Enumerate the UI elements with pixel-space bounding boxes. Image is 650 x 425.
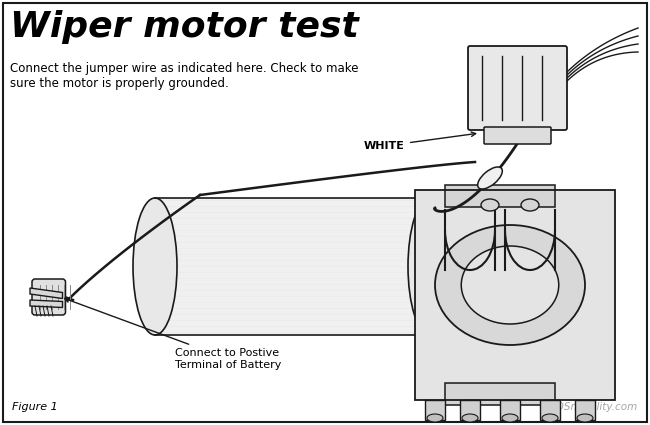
Text: OLDSmobility.com: OLDSmobility.com <box>543 402 638 412</box>
Polygon shape <box>30 300 62 308</box>
Bar <box>155 198 430 335</box>
Ellipse shape <box>542 414 558 422</box>
Bar <box>415 190 615 400</box>
Text: Wiper motor test: Wiper motor test <box>10 10 359 44</box>
Ellipse shape <box>481 199 499 211</box>
Bar <box>415 190 615 400</box>
Bar <box>575 400 595 420</box>
Text: WHITE: WHITE <box>364 132 476 151</box>
Bar <box>445 383 555 405</box>
FancyBboxPatch shape <box>32 279 66 315</box>
Ellipse shape <box>478 167 502 189</box>
Ellipse shape <box>435 225 585 345</box>
Text: Connect the jumper wire as indicated here. Check to make
sure the motor is prope: Connect the jumper wire as indicated her… <box>10 62 359 90</box>
Bar <box>425 400 445 420</box>
Ellipse shape <box>408 198 452 335</box>
Bar <box>500 400 520 420</box>
Ellipse shape <box>133 198 177 335</box>
Ellipse shape <box>577 414 593 422</box>
Ellipse shape <box>462 246 559 324</box>
Ellipse shape <box>427 414 443 422</box>
Bar <box>540 400 560 420</box>
Bar <box>445 185 555 207</box>
Ellipse shape <box>521 199 539 211</box>
FancyBboxPatch shape <box>468 46 567 130</box>
Text: Figure 1: Figure 1 <box>12 402 58 412</box>
Polygon shape <box>30 288 62 298</box>
FancyBboxPatch shape <box>484 127 551 144</box>
Ellipse shape <box>462 414 478 422</box>
Ellipse shape <box>502 414 518 422</box>
Bar <box>460 400 480 420</box>
Text: Connect to Postive
Terminal of Battery: Connect to Postive Terminal of Battery <box>64 298 281 370</box>
